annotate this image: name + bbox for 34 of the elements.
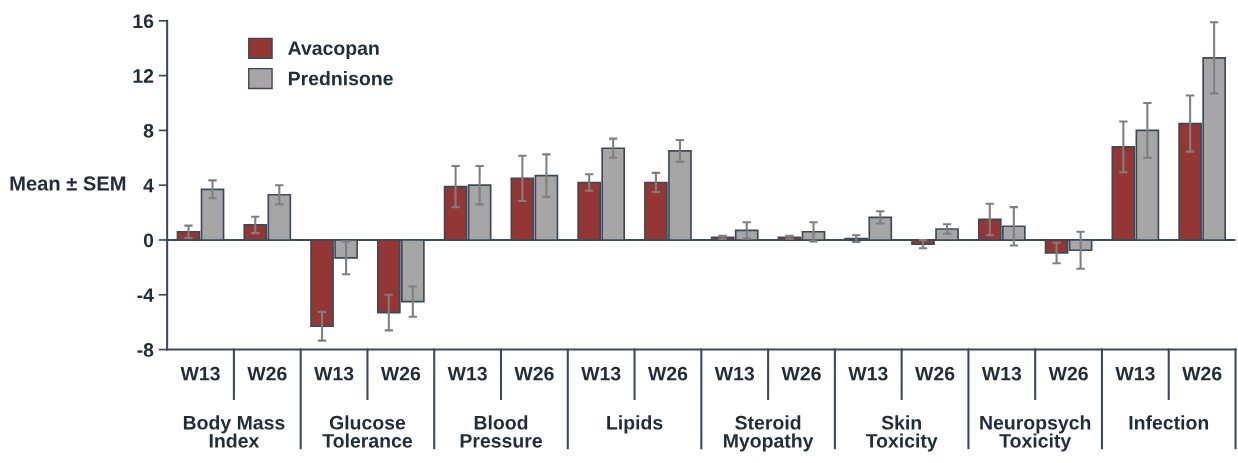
text: Lipids	[607, 415, 663, 434]
y-tick-label: 4	[143, 178, 154, 193]
legend-label: Avacopan	[288, 41, 379, 59]
x-tick-label: W13	[581, 366, 621, 381]
y-tick-label: 8	[143, 123, 154, 138]
text: Neuropsych Toxicity	[980, 415, 1091, 452]
x-tick-label: W13	[848, 366, 888, 381]
text: Body Mass Index	[183, 415, 285, 448]
x-tick-label: W26	[1182, 366, 1222, 381]
y-tick-label: -4	[137, 288, 154, 302]
y-tick-label: 16	[133, 14, 154, 29]
legend-label: Prednisone	[288, 71, 393, 86]
text: Steroid Myopathy	[724, 415, 814, 452]
y-axis-title: Mean ± SEM	[10, 176, 126, 191]
x-tick-label: W13	[447, 366, 487, 381]
x-tick-label: W26	[514, 366, 554, 381]
x-tick-label: W26	[915, 366, 955, 381]
x-tick-label: W13	[180, 366, 220, 381]
text: Skin Toxicity	[865, 415, 938, 452]
x-tick-label: W26	[247, 366, 287, 381]
text: Glucose Tolerance	[322, 415, 413, 448]
x-tick-label: W13	[714, 366, 754, 381]
y-tick-label: 12	[133, 69, 154, 83]
x-tick-label: W13	[314, 366, 354, 381]
x-tick-label: W13	[1115, 366, 1155, 381]
x-tick-label: W26	[647, 366, 688, 381]
text: Blood Pressure	[460, 415, 542, 448]
text: Infection	[1129, 415, 1209, 430]
x-tick-label: W13	[981, 366, 1022, 381]
y-tick-label: -8	[137, 343, 154, 357]
y-tick-label: 0	[143, 233, 154, 248]
x-tick-label: W26	[380, 366, 421, 381]
x-tick-label: W26	[1048, 366, 1088, 381]
x-tick-label: W26	[781, 366, 821, 381]
